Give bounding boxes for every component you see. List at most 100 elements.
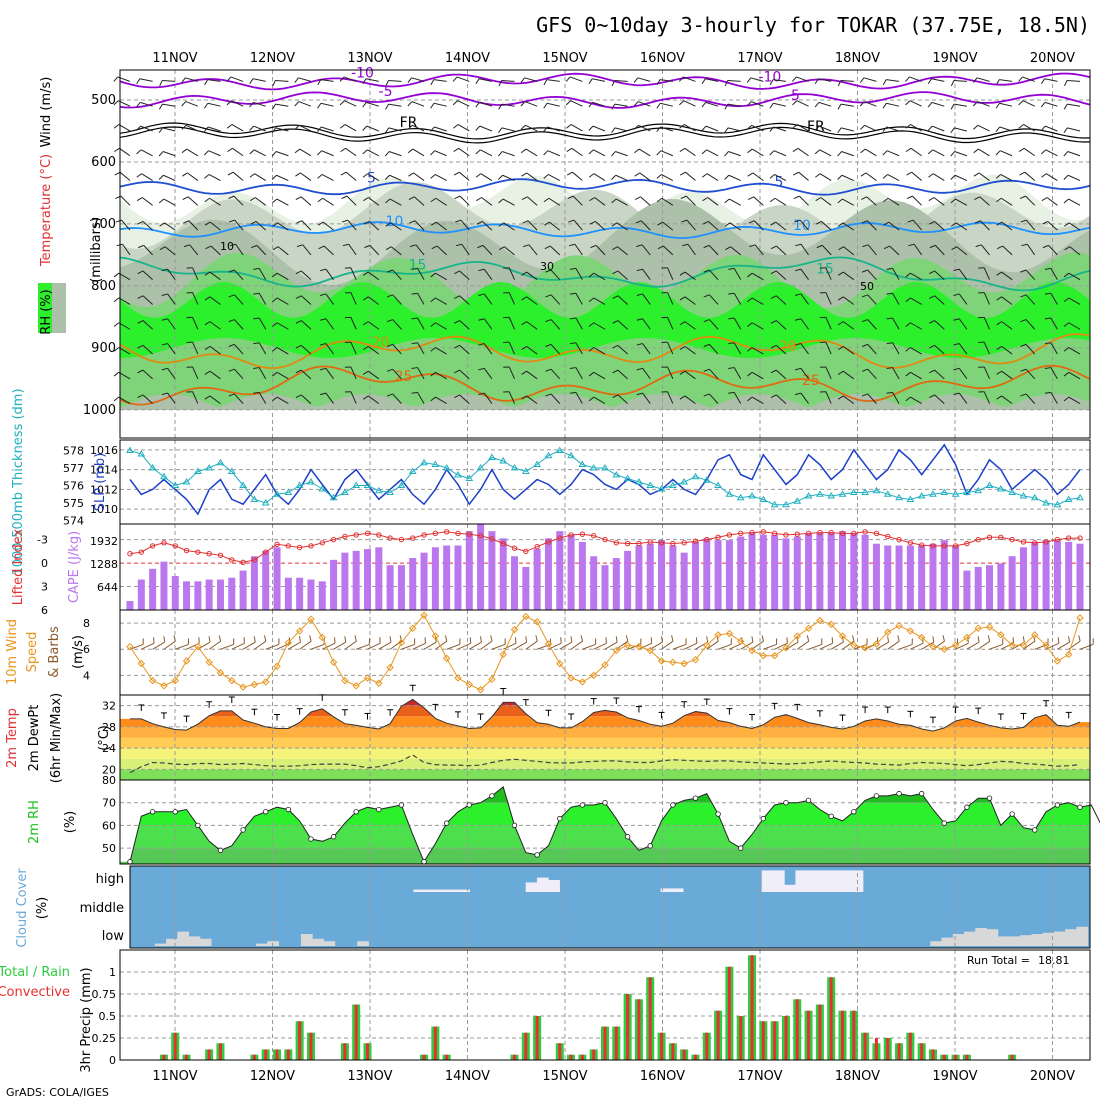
wind-speed-marker (488, 675, 496, 684)
wind-barb (436, 221, 447, 231)
wind-barb (142, 295, 153, 305)
wind-barb (672, 643, 687, 650)
wind-barb (748, 220, 755, 224)
rh-marker (873, 793, 880, 799)
wind-barb (795, 343, 802, 346)
wind-barb (228, 269, 235, 273)
wind-barb (612, 344, 619, 349)
wind-barb (929, 369, 935, 374)
wind-barb (708, 245, 719, 256)
wind-barb (641, 244, 651, 256)
wind-speed-marker (409, 624, 417, 633)
wind-barb (368, 197, 380, 206)
wind-barb (452, 100, 458, 106)
wind-barb (1068, 272, 1081, 281)
wind-barb (386, 294, 393, 298)
wind-barb (728, 367, 735, 369)
wind-barb (161, 343, 168, 346)
thickness-marker (827, 492, 836, 499)
wind-barb (299, 636, 301, 643)
wind-barb (478, 392, 485, 396)
wind-barb (861, 319, 868, 323)
wind-barb (299, 124, 312, 132)
precip-tick-label: 0.5 (99, 1010, 117, 1023)
wind-barb (808, 643, 822, 650)
precip-tick-label: 0.75 (92, 988, 117, 1001)
li-marker (715, 534, 721, 540)
wind-barb (974, 220, 981, 224)
cape-bar (273, 547, 281, 610)
li-marker (828, 529, 834, 536)
thickness-marker (533, 460, 542, 467)
wind-barb (717, 643, 732, 650)
temperature-contour (119, 364, 1091, 406)
wind-barb (204, 296, 211, 301)
wind-barb (391, 246, 402, 256)
wind-barb (657, 245, 664, 250)
cape-bar (443, 545, 451, 610)
wind-barb (475, 173, 482, 178)
wind-barb (980, 220, 990, 231)
wind-barb (508, 391, 515, 404)
wind-barb (550, 368, 561, 380)
wind-barb (521, 321, 527, 326)
wind-barb (522, 220, 529, 224)
wind-barb (392, 294, 402, 305)
wind-barb (535, 635, 538, 642)
wind-barb (136, 78, 141, 85)
wind-barb (636, 392, 643, 396)
wind-barb (491, 643, 506, 650)
wind-barb (341, 219, 348, 223)
day-label-top: 20NOV (1030, 51, 1075, 66)
wind-barb (526, 370, 538, 380)
thickness-marker (363, 481, 372, 488)
wind-barb (867, 393, 877, 404)
wind-barb (842, 395, 855, 405)
wind-barb (140, 101, 153, 107)
wind-barb (430, 102, 435, 109)
wind-barb (1001, 321, 1013, 330)
temperature-tick-label: 24 (102, 742, 116, 755)
legend-convective: Convective (0, 985, 70, 1000)
day-label-bottom: 12NOV (250, 1069, 295, 1084)
cape-bar (488, 531, 496, 610)
wind-barb (751, 396, 764, 405)
wind-barb (933, 197, 945, 206)
wind-barb (323, 221, 334, 231)
wind-barb (167, 293, 176, 305)
wind-barb (159, 80, 163, 87)
panel-border (119, 779, 1091, 865)
wind-barb (272, 222, 278, 227)
wind-barb (910, 272, 922, 281)
cloud-low-bar (930, 941, 943, 946)
wind-barb (408, 172, 414, 177)
precip-convective-bar (818, 1004, 822, 1060)
wind-barb (680, 195, 687, 200)
thickness-marker (137, 450, 146, 457)
wind-barb (504, 246, 515, 256)
wind-barb (995, 150, 1001, 156)
wind-barb (679, 321, 686, 326)
wind-barb (526, 395, 538, 405)
wind-barb (253, 267, 260, 270)
wind-barb (892, 292, 900, 305)
wind-barb (547, 126, 560, 132)
wind-barb (181, 124, 187, 130)
wind-speed-marker (273, 662, 281, 670)
wind-barb (457, 100, 470, 107)
wind-barb (928, 197, 935, 202)
wind-speed-marker (680, 659, 688, 668)
wind-speed-marker (691, 655, 700, 664)
cape-bar (646, 543, 654, 610)
rh-marker (1077, 804, 1083, 810)
wind-barb (638, 642, 652, 650)
wind-barb (263, 635, 267, 642)
wind-barb (1064, 222, 1070, 227)
day-label-top: 17NOV (737, 51, 782, 66)
wind-barb (840, 103, 854, 107)
wind-barb (934, 394, 945, 404)
wind-barb (525, 636, 528, 643)
wind-barb (253, 101, 266, 107)
wind-barb (141, 173, 153, 181)
wind-barb (797, 124, 809, 132)
